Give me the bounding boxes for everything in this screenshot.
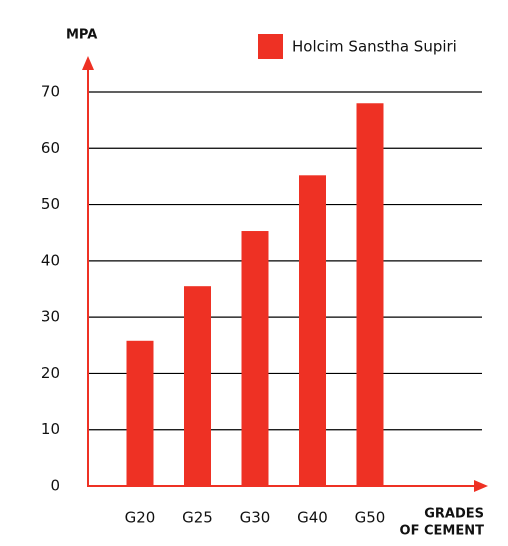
bar [299,175,326,486]
y-tick-label: 60 [41,139,60,157]
bar [126,340,154,486]
y-tick-label: 30 [41,308,60,326]
y-tick-label: 10 [41,420,60,438]
x-tick-label: G30 [240,509,271,527]
bar [356,103,384,486]
x-axis-label: GRADES [424,507,484,522]
x-tick-label: G50 [355,509,386,527]
legend-swatch [258,34,283,59]
y-tick-label: 50 [41,195,60,213]
y-axis-label: MPA [66,28,97,43]
y-axis-arrow [82,56,94,70]
y-tick-label: 20 [41,364,60,382]
x-tick-label: G25 [182,509,213,527]
legend-label: Holcim Sanstha Supiri [292,38,457,56]
y-tick-label: 70 [41,83,60,101]
x-axis-arrow [474,480,488,492]
bar [241,231,269,486]
x-tick-label: G20 [125,509,156,527]
plot [88,91,482,487]
bar [184,286,211,486]
x-tick-label: G40 [297,509,328,527]
x-axis-label: OF CEMENT [400,524,485,539]
y-tick-label: 0 [50,477,60,495]
y-tick-label: 40 [41,251,60,269]
